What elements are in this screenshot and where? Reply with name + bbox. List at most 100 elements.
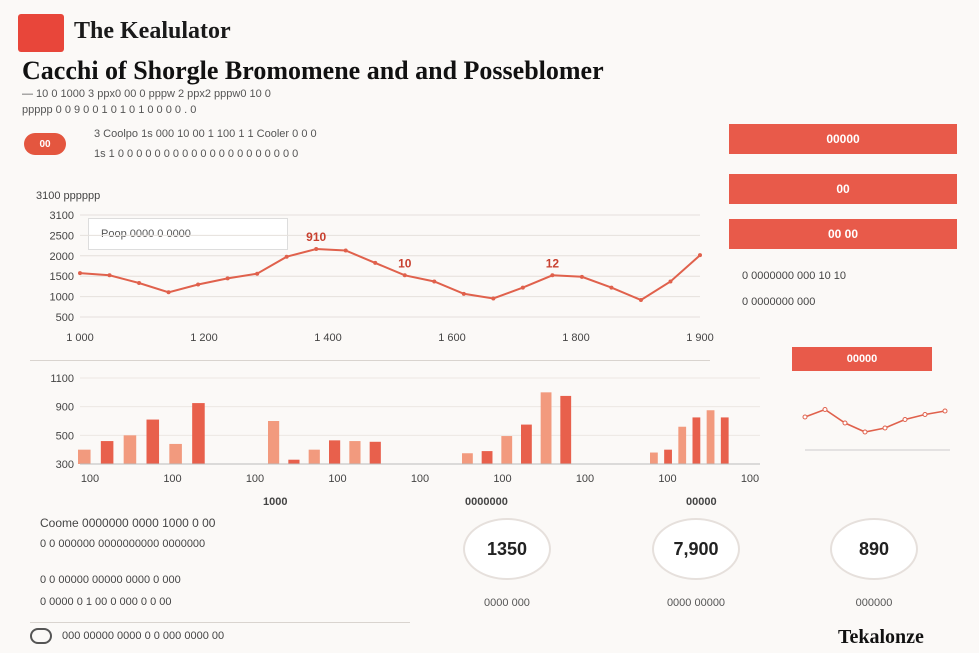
x-tick-label: 100 — [81, 473, 99, 485]
point-annotation: 12 — [546, 256, 560, 270]
bar — [481, 451, 493, 464]
x-tick-label: 1 200 — [190, 332, 218, 344]
bar — [678, 426, 687, 464]
bar-group-label-1: 1000 — [263, 496, 288, 508]
data-point — [166, 290, 171, 295]
data-point — [668, 279, 673, 284]
data-point — [638, 298, 643, 302]
summary-line-4: 0 0000 0 1 00 0 000 0 0 00 — [40, 596, 172, 608]
bar — [146, 419, 160, 464]
x-tick-label: 100 — [741, 473, 759, 485]
point-annotation: 10 — [398, 256, 412, 270]
bar — [650, 452, 658, 464]
data-point — [698, 253, 702, 258]
bar-group-label-2: 0000000 — [465, 496, 508, 508]
data-point — [137, 281, 142, 285]
bar — [100, 441, 114, 464]
line-chart-legend: Poop 0000 0 0000 — [88, 218, 288, 250]
spark-point — [802, 414, 808, 420]
gauge-1-value: 1350 — [486, 538, 528, 559]
data-point — [461, 291, 466, 296]
line-chart-header: 3100 pppppp — [36, 190, 101, 202]
sparkline-chart — [802, 407, 950, 451]
spark-point — [862, 429, 868, 435]
y-tick-label: 2500 — [50, 230, 74, 242]
primary-button[interactable]: 00000 — [729, 124, 957, 154]
bar-group-label-3: 00000 — [686, 496, 717, 508]
bar — [78, 449, 91, 464]
x-tick-label: 1 900 — [686, 332, 714, 344]
side-note-2: 0 0000000 000 — [742, 296, 816, 308]
data-point — [314, 247, 319, 251]
bar — [664, 449, 672, 464]
spark-point — [882, 425, 888, 431]
bar — [720, 417, 729, 464]
section-divider — [30, 360, 710, 361]
y-tick-label: 500 — [56, 430, 74, 442]
data-point — [609, 285, 614, 290]
spark-point — [842, 420, 848, 426]
bar — [169, 443, 182, 464]
y-tick-label: 1500 — [50, 271, 74, 283]
meta-line-1: — 10 0 1000 3 ppx0 00 0 pppw 2 ppx2 pppw… — [22, 88, 271, 100]
spark-point — [922, 412, 928, 417]
meta-line-2: ppppp 0 0 9 0 0 1 0 1 0 1 0 0 0 0 . 0 — [22, 104, 197, 116]
y-tick-label: 500 — [56, 312, 74, 324]
spark-point — [902, 417, 908, 422]
tertiary-button[interactable]: 00 00 — [729, 219, 957, 249]
bar — [462, 453, 473, 464]
chat-icon[interactable] — [30, 628, 52, 644]
x-tick-label: 1 800 — [562, 332, 590, 344]
gauge-2-value: 7,900 — [673, 538, 719, 559]
y-tick-label: 900 — [56, 402, 74, 414]
summary-line-1: Coome 0000000 0000 1000 0 00 — [40, 516, 216, 530]
bar — [123, 435, 137, 464]
data-point — [284, 254, 289, 259]
section-chip: 00 — [24, 133, 66, 155]
data-point — [107, 273, 112, 278]
y-tick-label: 1000 — [50, 292, 74, 304]
data-point — [579, 274, 584, 279]
summary-line-2: 0 0 000000 0000000000 0000000 — [40, 538, 206, 550]
bar — [369, 441, 381, 464]
gauge-1-label: 0000 000 — [484, 597, 530, 609]
bar — [268, 421, 280, 464]
gauge-3: 890 — [830, 518, 918, 580]
data-point — [196, 282, 201, 287]
gauge-2-label: 0000 00000 — [666, 597, 726, 609]
gauge-3-label: 000000 — [855, 597, 893, 609]
secondary-button[interactable]: 00 — [729, 174, 957, 204]
data-point — [225, 276, 230, 281]
app-logo — [18, 14, 64, 52]
line-chart: 3100 2500 2000 1500 1000 500 1 000 1 200 1 400 1 … — [50, 210, 714, 344]
x-tick-label: 100 — [658, 473, 676, 485]
spark-point — [822, 407, 828, 412]
data-point — [432, 279, 437, 284]
bar — [706, 410, 715, 464]
x-tick-label: 1 000 — [66, 332, 94, 344]
data-point — [78, 271, 82, 276]
bar — [501, 436, 513, 464]
data-point — [343, 248, 348, 253]
y-tick-label: 1100 — [50, 373, 74, 385]
bar — [349, 441, 361, 464]
bar — [560, 395, 572, 464]
y-tick-label: 300 — [56, 459, 74, 471]
side-note-1: 0 0000000 000 10 10 — [742, 270, 846, 282]
small-action-button[interactable]: 00000 — [792, 347, 932, 371]
bar — [288, 459, 300, 464]
bar — [540, 392, 552, 464]
point-annotation: 910 — [306, 230, 326, 244]
bar — [329, 440, 341, 464]
intro-line-1: 3 Coolpo 1s 000 10 00 1 100 1 1 Cooler 0… — [94, 128, 317, 140]
data-point — [255, 271, 260, 276]
page-headline: Cacchi of Shorgle Bromomene and and Poss… — [22, 56, 604, 85]
spark-point — [942, 408, 948, 414]
bar — [692, 417, 701, 464]
x-tick-label: 100 — [163, 473, 181, 485]
bar — [521, 424, 532, 464]
footer-brand: Tekalonze — [838, 626, 924, 648]
x-tick-label: 100 — [576, 473, 594, 485]
x-tick-label: 100 — [493, 473, 511, 485]
intro-line-2: 1s 1 0 0 0 0 0 0 0 0 0 0 0 0 0 0 0 0 0 0… — [94, 148, 299, 160]
